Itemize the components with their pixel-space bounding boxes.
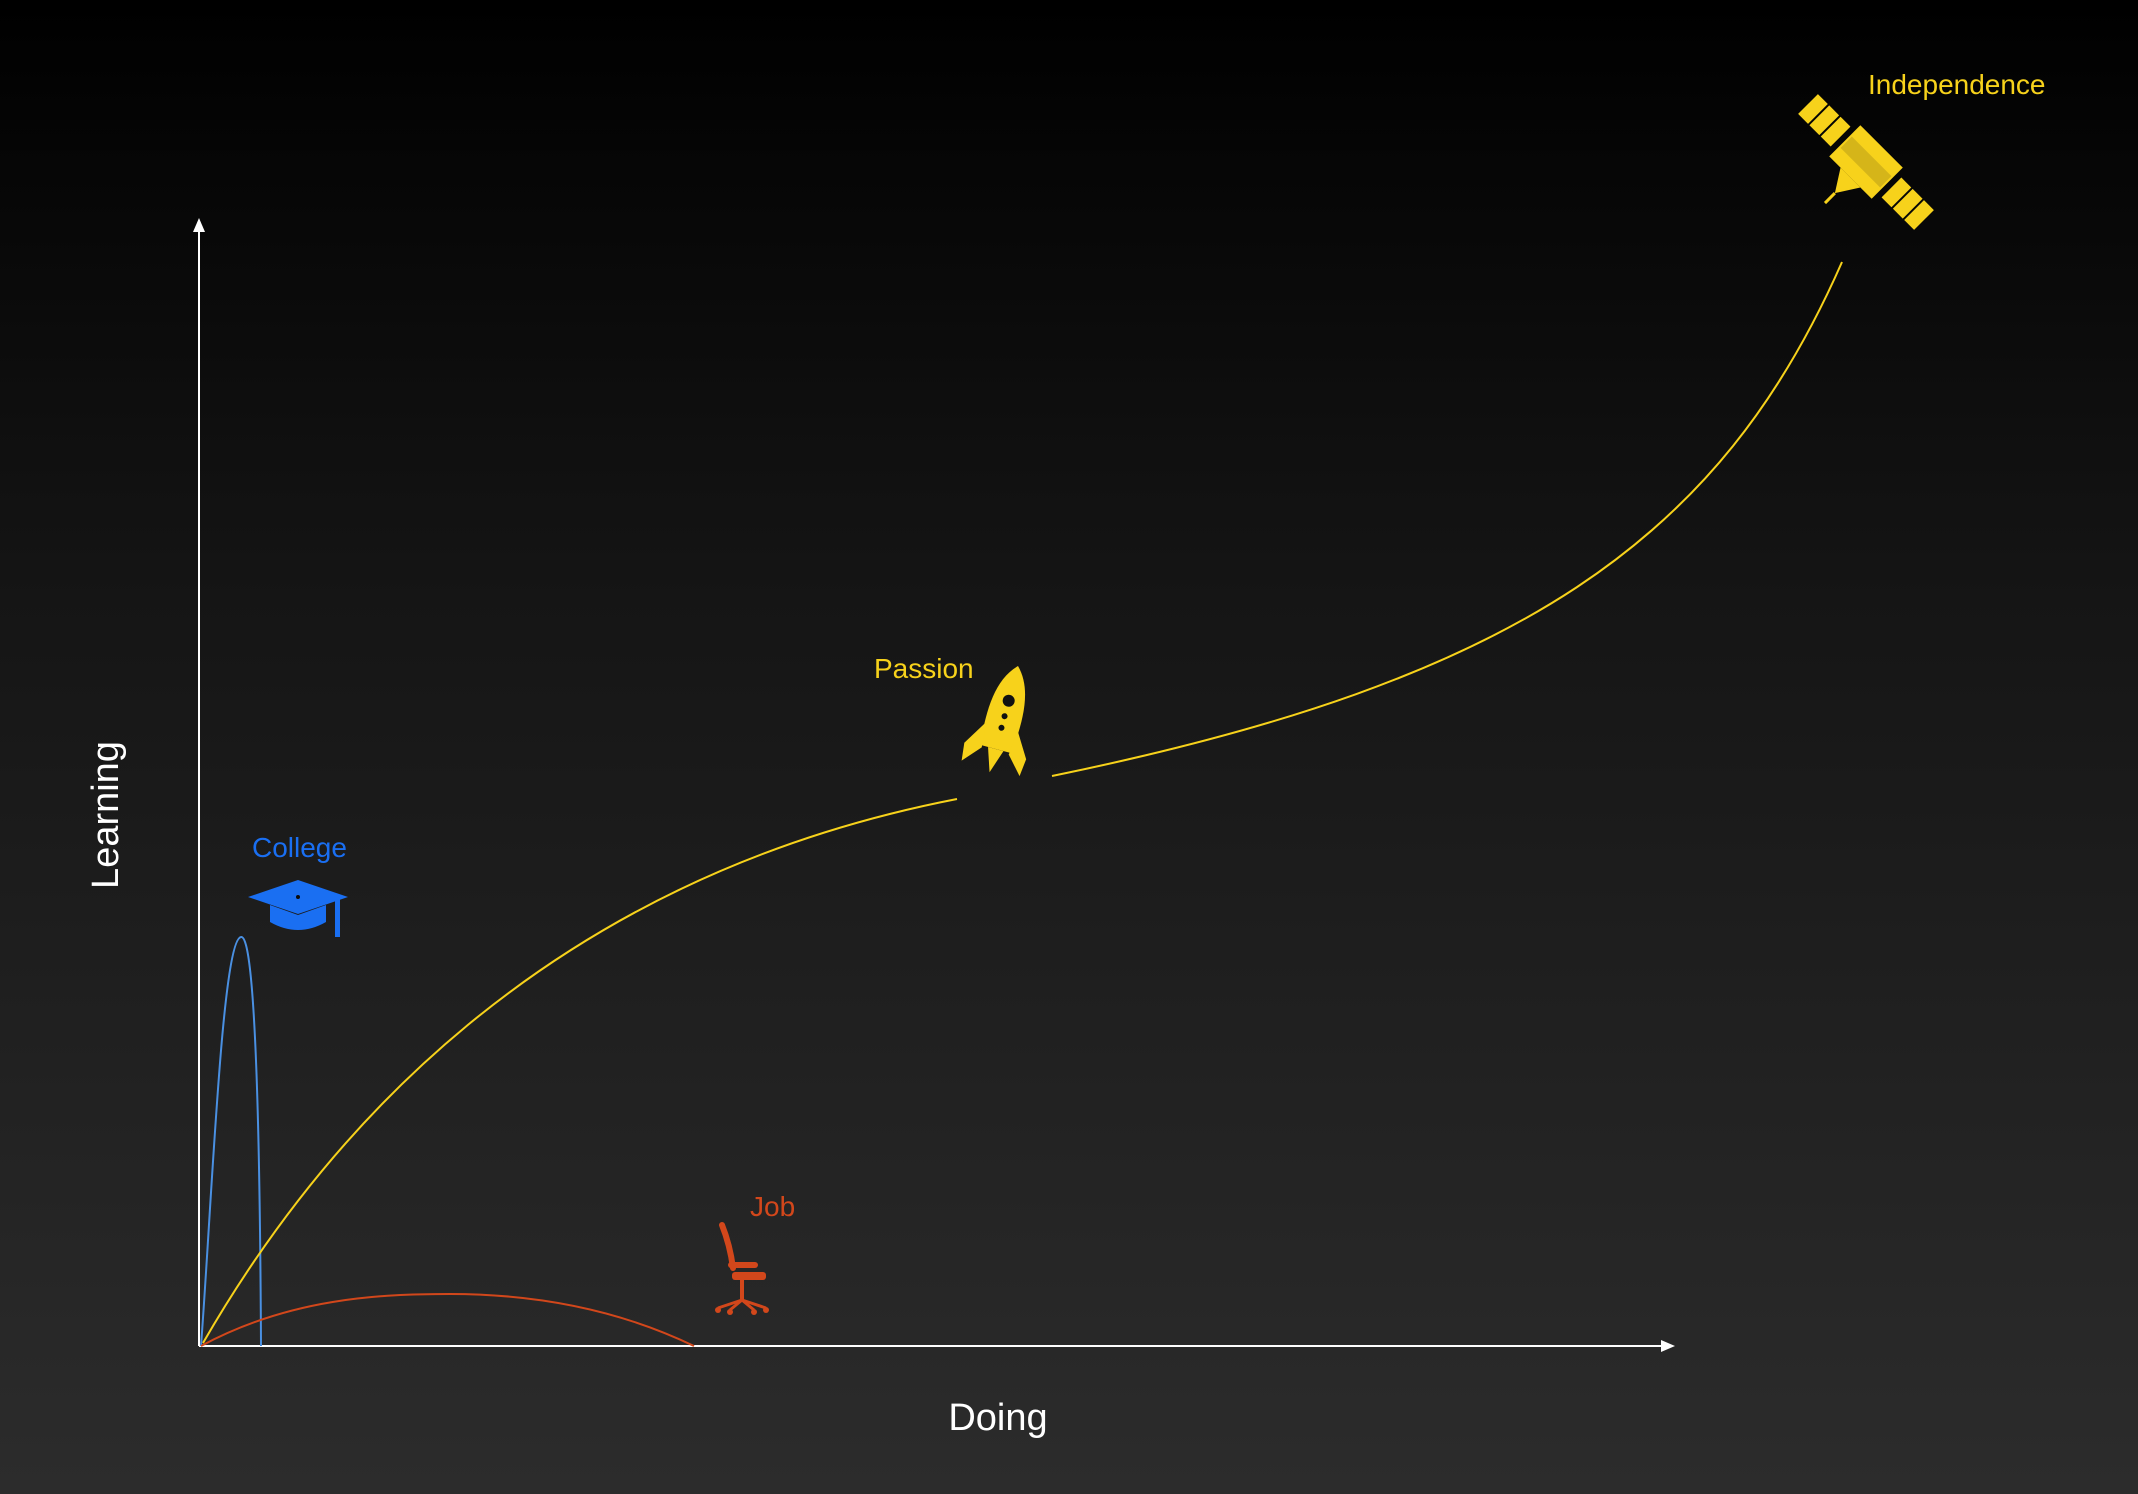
x-axis-label: Doing [948,1397,1047,1439]
rocket-icon [961,665,1027,777]
graduation-cap-icon [248,880,348,937]
satellite-icon [1798,94,1934,230]
college-label: College [252,832,347,863]
independence-label: Independence [1868,69,2046,100]
job-label: Job [750,1191,795,1222]
x-axis-arrow [1661,1340,1675,1352]
job-curve [200,1292,695,1347]
y-axis-label: Learning [85,741,127,889]
passion-curve-upper [1051,261,1843,777]
passion-label: Passion [874,653,974,684]
passion-curve-lower [202,798,958,1344]
college-curve [200,935,262,1347]
axes [193,218,1675,1352]
y-axis-arrow [193,218,205,232]
office-chair-icon [715,1222,769,1315]
